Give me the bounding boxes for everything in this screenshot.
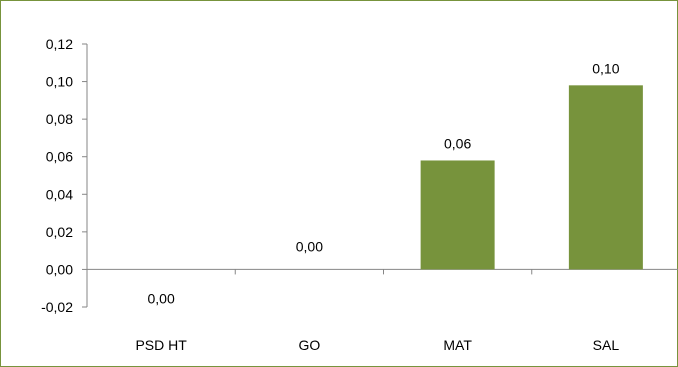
y-tick-label: 0,04	[46, 186, 73, 202]
y-tick-label: 0,08	[46, 111, 73, 127]
y-tick-label: 0,12	[46, 36, 73, 52]
category-label: SAL	[593, 337, 620, 353]
y-tick-label: 0,02	[46, 224, 73, 240]
bars	[420, 85, 643, 270]
y-tick-label: 0,10	[46, 74, 73, 90]
axes: -0,02 0,00 0,02 0,04 0,06 0,08 0,10 0,12	[41, 36, 678, 315]
y-tick-label: 0,00	[46, 261, 73, 277]
y-tick-label: 0,06	[46, 149, 73, 165]
data-label: 0,10	[592, 60, 619, 76]
data-label: 0,00	[296, 238, 323, 254]
category-label: GO	[298, 337, 320, 353]
category-label: PSD HT	[135, 337, 187, 353]
labels: PSD HT 0,00 GO 0,00 MAT 0,06 SAL 0,10	[135, 60, 619, 353]
bar	[568, 85, 643, 270]
bar	[420, 160, 495, 270]
y-tick-label: -0,02	[41, 299, 73, 315]
data-label: 0,06	[444, 135, 471, 151]
data-label: 0,00	[148, 290, 175, 306]
category-label: MAT	[443, 337, 472, 353]
